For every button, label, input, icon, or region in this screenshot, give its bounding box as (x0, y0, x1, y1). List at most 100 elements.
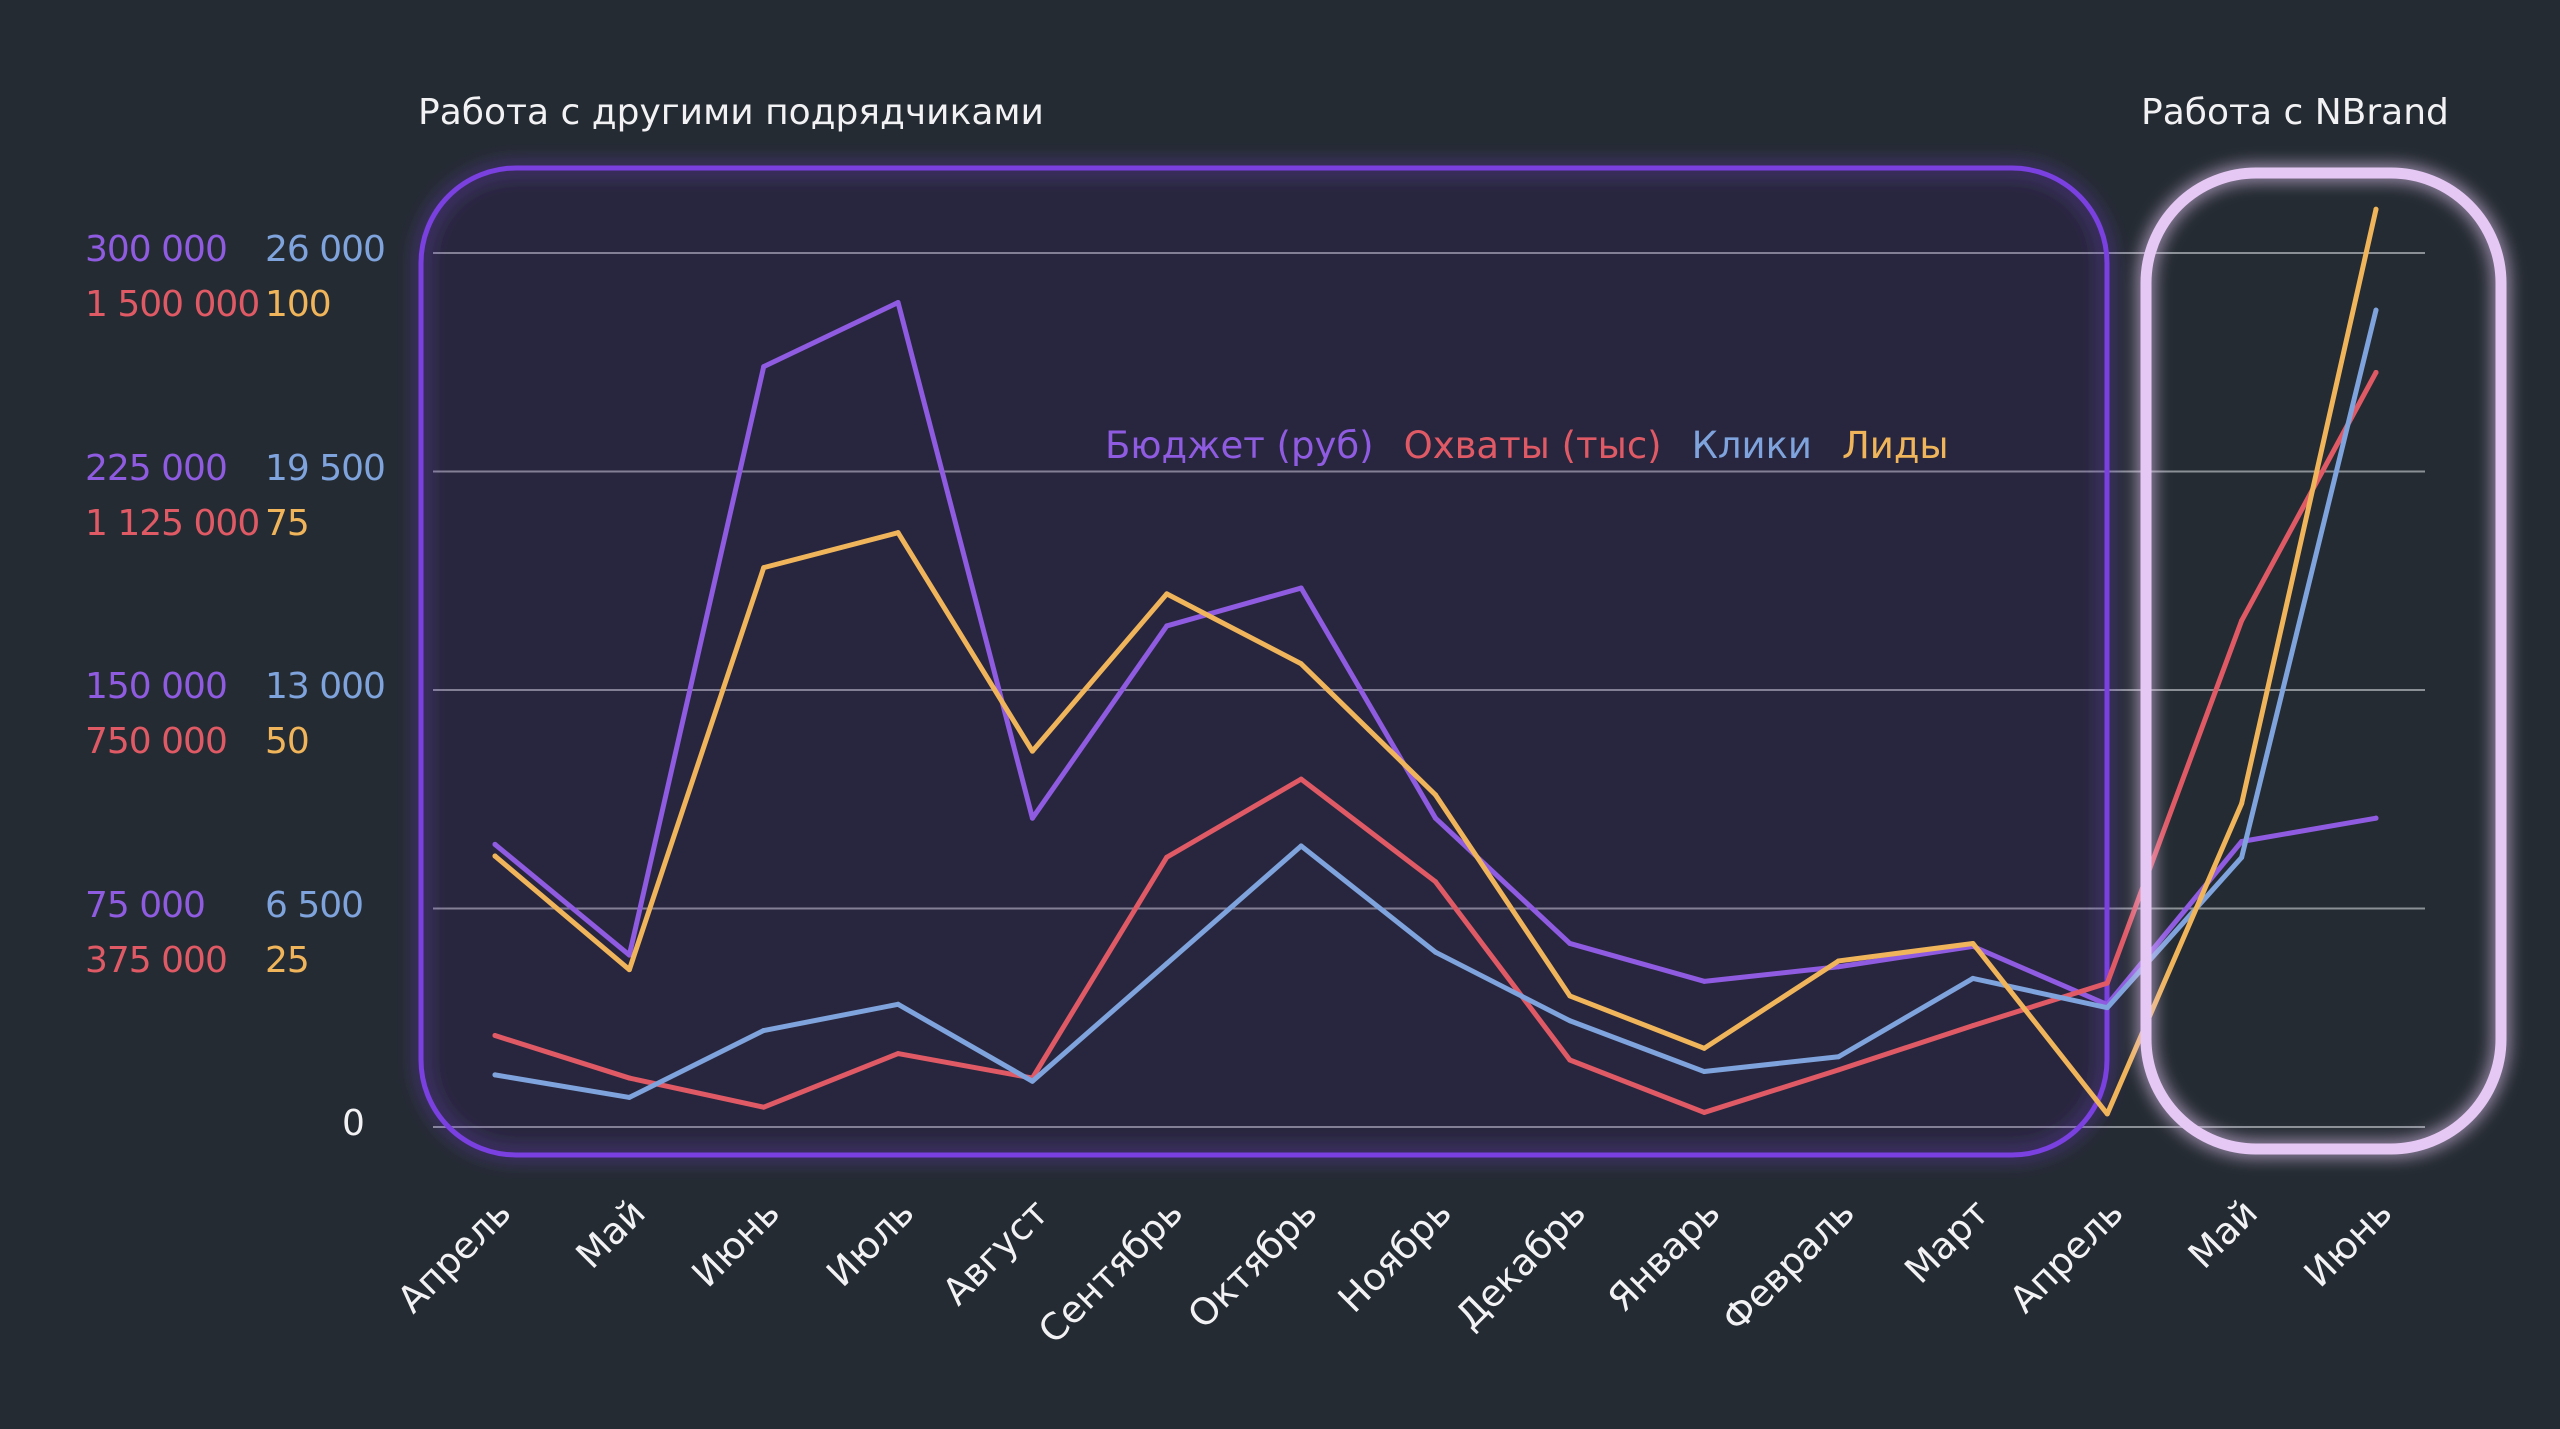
data-point (2239, 618, 2245, 624)
x-tick-label: Август (934, 1191, 1057, 1314)
x-tick-label: Май (2180, 1191, 2266, 1277)
x-tick-label: Июнь (2296, 1191, 2401, 1296)
y-tick-label: 300 000 (85, 229, 228, 270)
legend-leads: Лиды (1841, 424, 1949, 467)
data-point (1970, 1023, 1976, 1029)
y-tick-label: 100 (265, 284, 332, 325)
data-point (1701, 1045, 1707, 1051)
data-point (2104, 1111, 2110, 1117)
data-point (1433, 792, 1438, 798)
y-tick-label: 25 (265, 939, 310, 981)
y-tick-label: 1 500 000 (85, 284, 260, 325)
data-point (1433, 879, 1438, 885)
data-point (1836, 958, 1842, 964)
x-tick-label: Декабрь (1447, 1191, 1594, 1338)
data-point (1298, 776, 1304, 782)
legend-clicks: Клики (1691, 424, 1812, 467)
data-point (626, 1075, 632, 1081)
y-tick-label: 75 (265, 502, 310, 544)
data-point (1164, 591, 1170, 597)
title-nbrand: Работа с NBrand (2141, 92, 2449, 133)
region-nbrand (2140, 167, 2507, 1155)
y-tick-zero: 0 (342, 1103, 365, 1144)
data-point (1433, 815, 1438, 821)
x-tick-label: Июль (818, 1191, 922, 1295)
data-point (1029, 748, 1035, 754)
data-point (1836, 1054, 1842, 1060)
data-point (895, 530, 901, 536)
data-point (626, 1094, 632, 1100)
data-point (1701, 1069, 1707, 1075)
data-point (1433, 949, 1438, 955)
data-point (2239, 854, 2245, 860)
data-point (2104, 980, 2110, 986)
x-tick-label: Октябрь (1180, 1191, 1326, 1337)
y-tick-label: 225 000 (85, 447, 228, 489)
data-point (2373, 369, 2379, 375)
legend-budget: Бюджет (руб) (1105, 424, 1374, 467)
data-point (492, 1072, 498, 1078)
y-tick-label: 750 000 (85, 721, 228, 762)
data-point (1567, 993, 1573, 999)
region-other-contractors (418, 165, 2110, 1158)
data-point (1298, 661, 1304, 667)
data-point (1701, 1109, 1707, 1115)
x-tick-label: Февраль (1714, 1191, 1863, 1340)
data-point (1029, 815, 1035, 821)
data-point (895, 1001, 901, 1007)
data-point (761, 565, 767, 571)
data-point (492, 853, 498, 859)
data-point (2373, 815, 2379, 821)
data-point (2104, 1005, 2110, 1011)
x-tick-label: Июнь (684, 1191, 789, 1296)
data-point (1970, 940, 1976, 946)
y-tick-label: 26 000 (265, 229, 386, 270)
x-tick-label: Апрель (389, 1191, 519, 1321)
data-point (2239, 801, 2245, 807)
data-point (1567, 940, 1573, 946)
data-point (1164, 623, 1170, 629)
data-point (492, 841, 498, 847)
data-point (1164, 854, 1170, 860)
data-point (761, 364, 767, 370)
x-tick-label: Ноябрь (1330, 1191, 1460, 1321)
data-point (1836, 1067, 1842, 1073)
y-tick-label: 150 000 (85, 666, 228, 707)
x-tick-label: Сентябрь (1030, 1191, 1191, 1352)
legend: Бюджет (руб) Охваты (тыс) Клики Лиды (1105, 424, 1949, 467)
data-point (1164, 961, 1170, 967)
y-tick-label: 1 125 000 (85, 502, 260, 544)
series-lines (492, 206, 2379, 1117)
data-point (2373, 206, 2379, 212)
data-point (761, 1028, 767, 1034)
data-point (1298, 843, 1304, 849)
data-point (895, 300, 901, 306)
data-point (761, 1104, 767, 1110)
y-tick-label: 50 (265, 721, 310, 762)
title-other-contractors: Работа с другими подрядчиками (418, 92, 1044, 133)
data-point (1701, 978, 1707, 984)
x-tick-label: Март (1896, 1191, 1997, 1292)
x-tick-label: Апрель (2001, 1191, 2131, 1321)
y-tick-label: 13 000 (265, 666, 386, 707)
data-point (1836, 964, 1842, 970)
data-point (1567, 1057, 1573, 1063)
y-tick-label: 19 500 (265, 447, 386, 489)
data-point (2373, 307, 2379, 313)
data-point (895, 1051, 901, 1057)
data-point (1298, 585, 1304, 591)
data-point (1567, 1018, 1573, 1024)
x-tick-label: Май (568, 1191, 654, 1277)
y-tick-label: 375 000 (85, 939, 228, 981)
y-tick-label: 6 500 (265, 884, 364, 926)
data-point (492, 1033, 498, 1039)
x-tick-label: Январь (1599, 1191, 1728, 1320)
legend-reach: Охваты (тыс) (1403, 424, 1662, 467)
data-point (1029, 1078, 1035, 1084)
data-point (626, 967, 632, 973)
y-tick-label: 75 000 (85, 884, 206, 926)
data-point (626, 952, 632, 958)
data-point (1970, 975, 1976, 981)
